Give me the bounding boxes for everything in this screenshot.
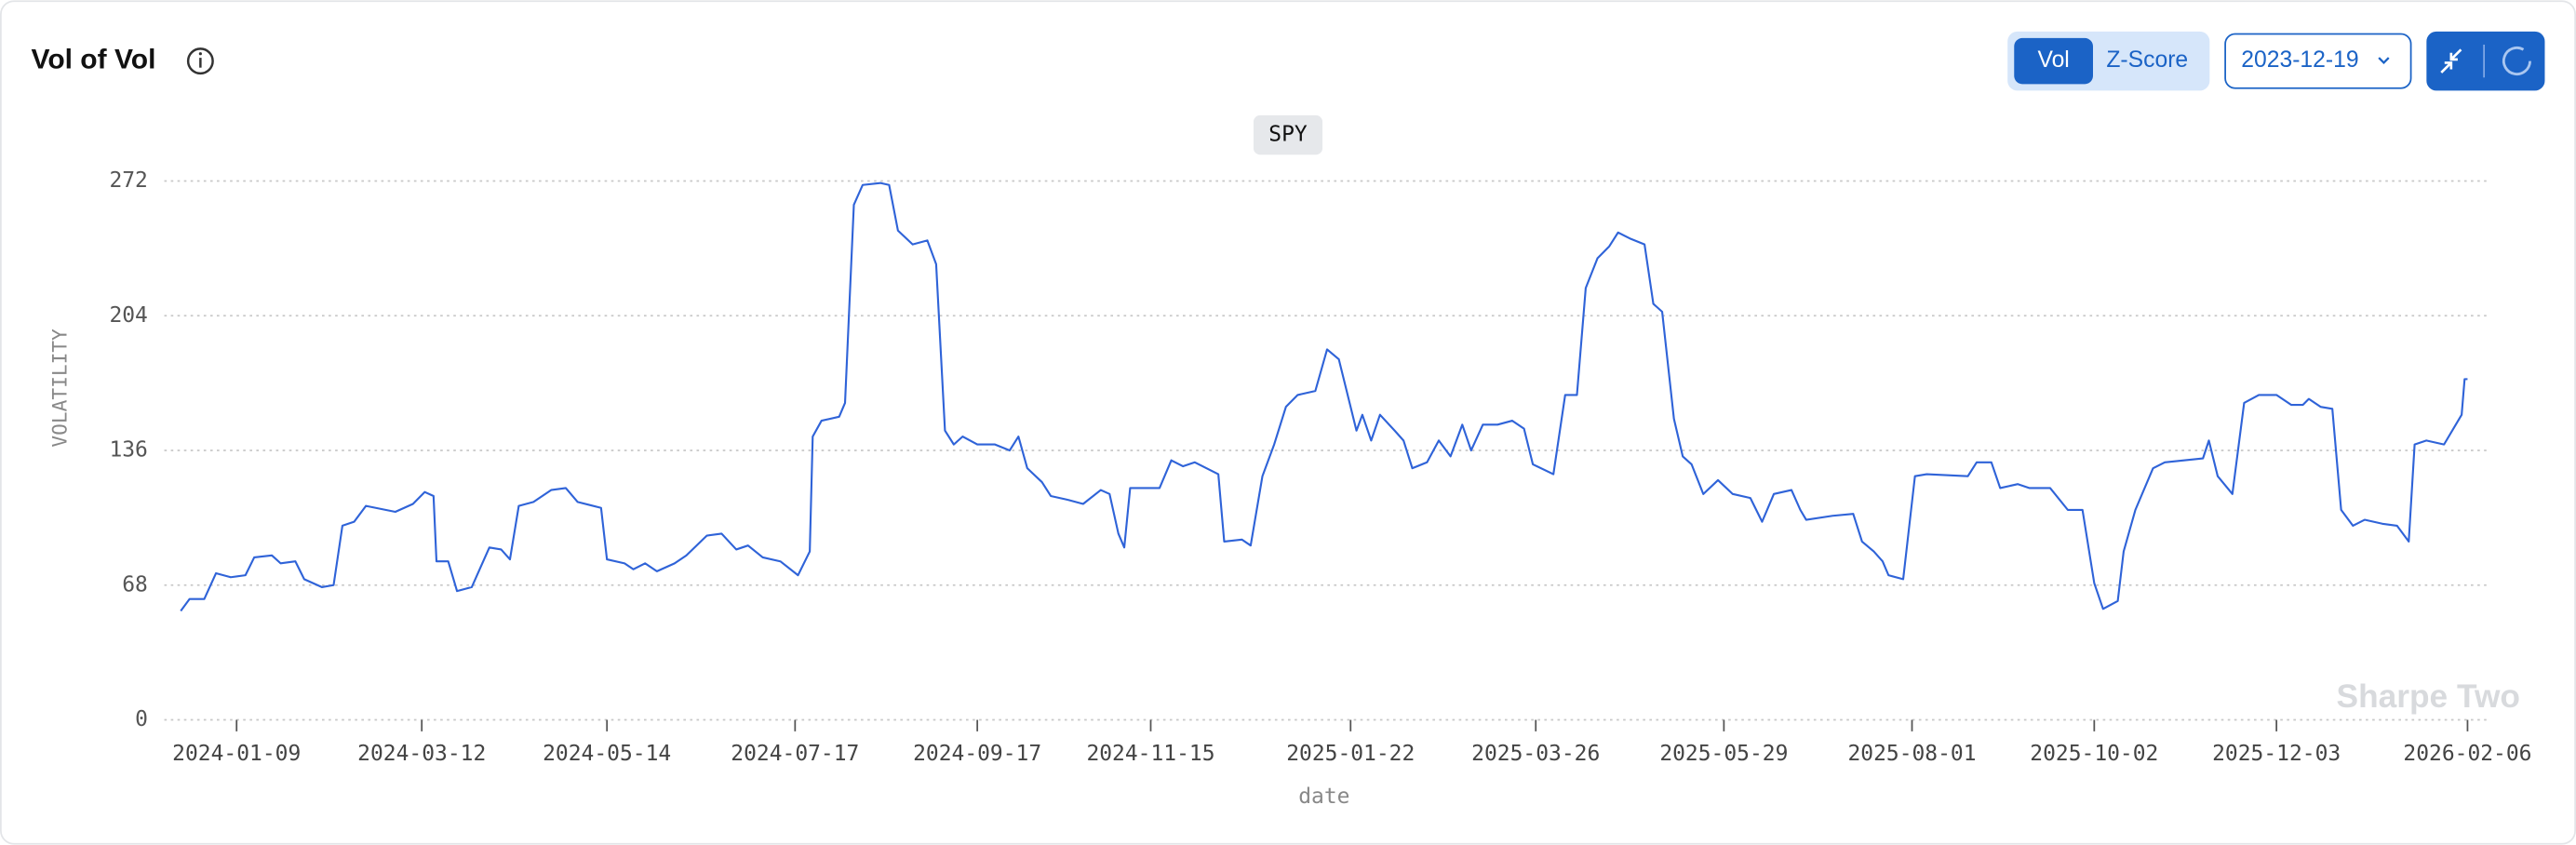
action-button[interactable] [2426,31,2545,91]
x-tick-label: 2025-03-26 [1471,742,1600,766]
x-tick-label: 2024-05-14 [543,742,671,766]
y-axis-label: VOLATILITY [47,329,71,448]
toggle-label[interactable]: Vol [2037,47,2069,73]
chevron [2378,57,2390,65]
toggle-label[interactable]: Z-Score [2106,47,2188,73]
legend-label[interactable]: SPY [1268,123,1308,147]
y-tick-label: 68 [122,572,148,597]
x-tick-label: 2024-03-12 [357,742,486,766]
toggle-vol[interactable] [2014,37,2093,85]
title: Vol of Vol [32,45,156,75]
x-tick-label: 2024-11-15 [1086,742,1214,766]
x-tick-label: 2024-01-09 [172,742,301,766]
series-line [180,181,2468,612]
collapse-icon[interactable] [2440,48,2462,74]
x-axis-label: date [1298,785,1349,809]
x-tick-label: 2024-09-17 [913,742,1041,766]
x-tick-label: 2026-02-06 [2403,742,2531,766]
x-tick-label: 2025-12-03 [2212,742,2341,766]
date-value[interactable]: 2023-12-19 [2241,47,2358,73]
y-tick-label: 204 [109,303,147,328]
y-tick-label: 136 [109,438,147,463]
watermark: Sharpe Two [2337,678,2520,715]
legend-chip[interactable] [1253,114,1323,155]
x-tick-label: 2025-10-02 [2030,742,2158,766]
info-icon[interactable] [186,47,214,75]
x-tick-label: 2025-05-29 [1659,742,1788,766]
spinner [2502,47,2531,76]
x-tick-label: 2024-07-17 [731,742,859,766]
date-picker[interactable] [2224,33,2412,89]
y-tick-label: 272 [109,168,147,193]
y-tick-label: 0 [135,707,148,731]
x-tick-label: 2025-08-01 [1847,742,1976,766]
x-tick-label: 2025-01-22 [1286,742,1415,766]
